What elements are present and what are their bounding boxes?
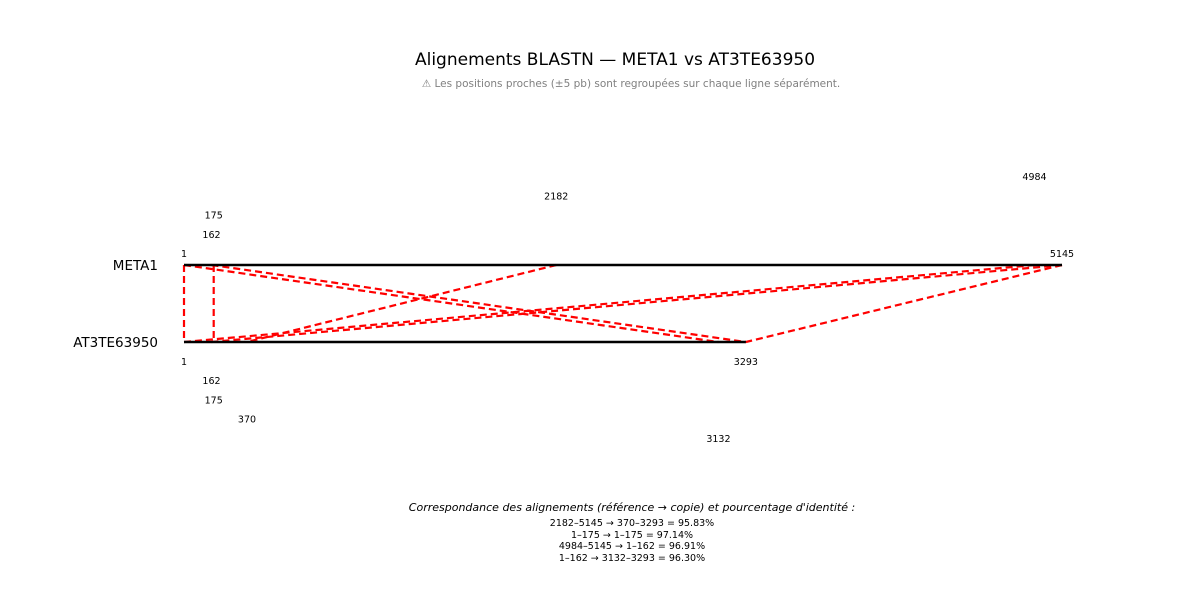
alignment-line-4-end — [211, 263, 747, 344]
caption-line: 1–175 → 1–175 = 97.14% — [571, 530, 693, 541]
alignment-line-1-start — [246, 263, 557, 344]
reference-position-label: 175 — [205, 211, 223, 222]
reference-position-label: 162 — [202, 230, 220, 241]
caption-line: 4984–5145 → 1–162 = 96.91% — [559, 541, 705, 552]
position-labels: 1 162 175 2182 4984 5145 1 162 175 370 3132 3293 — [181, 172, 1074, 445]
reference-position-label: 2182 — [544, 191, 568, 202]
copy-position-label: 175 — [205, 395, 223, 406]
alignment-line-1-end — [745, 263, 1063, 344]
chart-subtitle: ⚠ Les positions proches (±5 pb) sont reg… — [422, 78, 841, 90]
copy-position-label: 162 — [202, 376, 220, 387]
caption-line: 1–162 → 3132–3293 = 96.30% — [559, 553, 705, 564]
caption-heading: Correspondance des alignements (référenc… — [409, 501, 855, 514]
copy-sequence-label: AT3TE63950 — [73, 335, 158, 351]
reference-position-label: 4984 — [1022, 172, 1046, 183]
reference-position-label: 5145 — [1050, 249, 1074, 260]
reference-sequence-label: META1 — [113, 258, 158, 274]
alignment-line-4-start — [183, 263, 719, 344]
copy-position-label: 3132 — [706, 434, 730, 445]
alignment-lines — [182, 263, 1063, 344]
caption-line: 2182–5145 → 370–3293 = 95.83% — [550, 518, 714, 529]
copy-position-label: 3293 — [734, 357, 758, 368]
copy-position-label: 370 — [238, 415, 256, 426]
copy-position-label: 1 — [181, 357, 187, 368]
reference-position-label: 1 — [181, 249, 187, 260]
chart-title: Alignements BLASTN — META1 vs AT3TE63950 — [415, 50, 815, 70]
